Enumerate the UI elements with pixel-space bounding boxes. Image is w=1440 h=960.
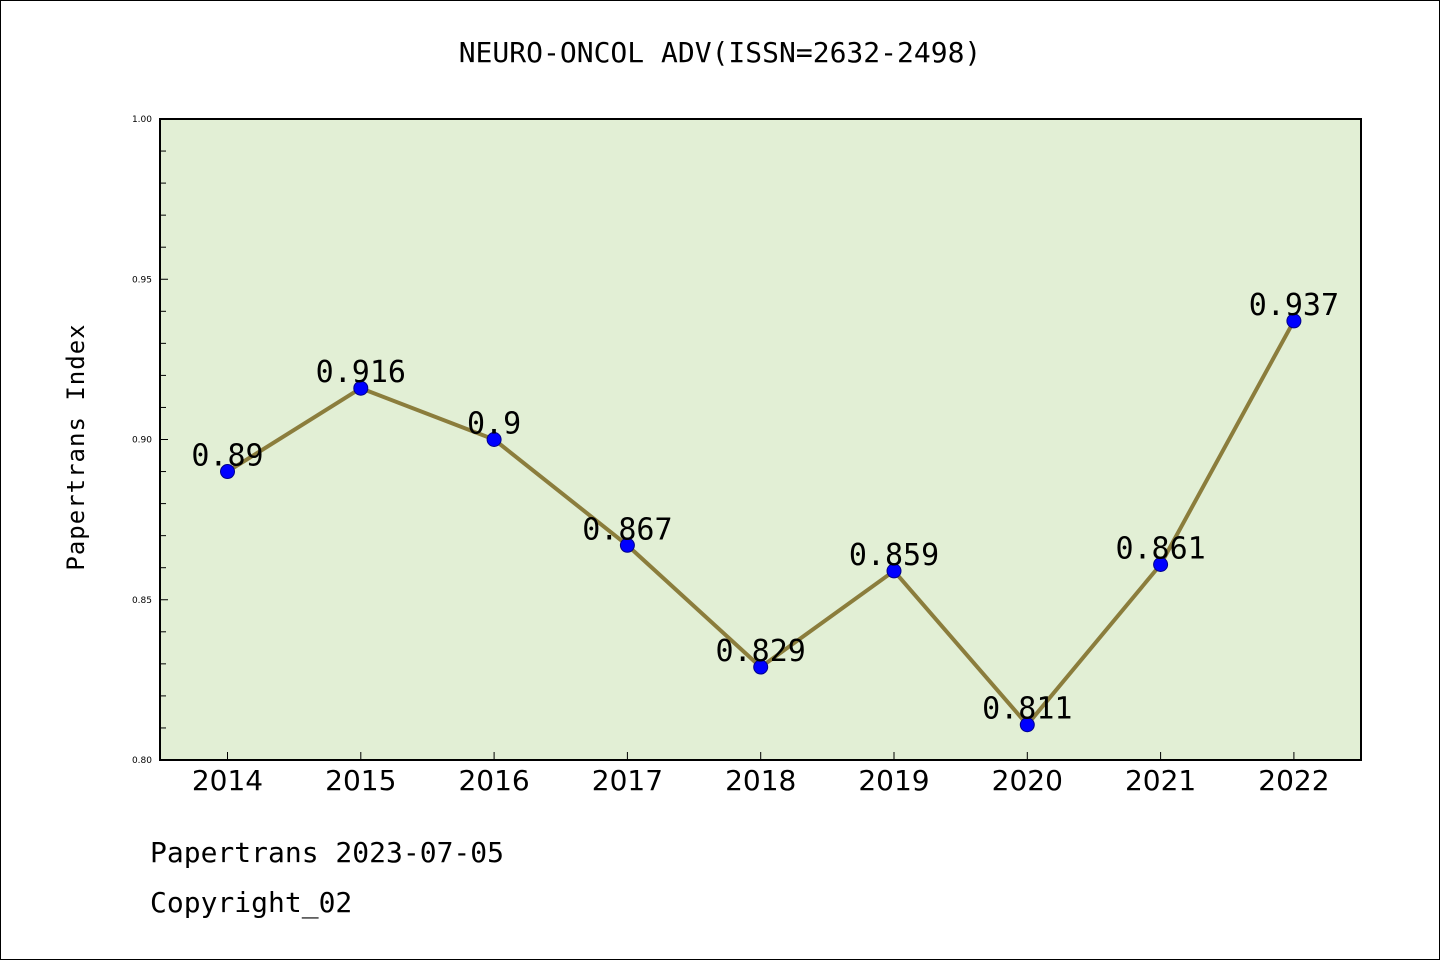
y-axis-label: Papertrans Index [62,323,90,570]
data-point-marker [220,464,235,480]
data-label: 0.861 [1115,531,1205,566]
data-label: 0.937 [1249,288,1339,323]
plot-area [159,118,1362,761]
chart-title: NEURO-ONCOL ADV(ISSN=2632-2498) [458,36,982,69]
data-point-marker [886,563,902,579]
x-tick-label: 2021 [1125,764,1196,797]
y-axis-ticks: 0.80 0.85 0.90 0.95 1.00 [132,115,168,766]
data-label: 0.859 [849,538,939,573]
data-label: 0.9 [467,407,521,442]
x-tick-label: 2020 [992,764,1063,797]
data-label: 0.811 [982,692,1072,727]
data-point-marker [353,380,369,396]
x-tick-label: 2014 [192,764,263,797]
x-tick-label: 2015 [325,764,396,797]
x-axis-ticks: 2014 2015 2016 2017 2018 2019 2020 2021 2022 [192,752,1330,797]
data-point-marker [1153,556,1169,572]
data-label: 0.829 [716,634,806,669]
y-tick-label: 0.95 [132,275,152,285]
data-label: 0.916 [316,355,406,390]
data-point-marker [486,432,502,447]
footer-date: Papertrans 2023-07-05 [150,836,505,869]
y-tick-label: 0.80 [132,756,152,766]
x-tick-label: 2017 [592,764,663,797]
data-label: 0.867 [582,512,672,547]
marker-group [220,313,1302,733]
footer-copyright: Copyright_02 [150,886,353,919]
y-tick-label: 1.00 [132,115,152,125]
data-point-marker [1019,717,1035,733]
data-point-marker [619,537,635,553]
x-tick-label: 2016 [458,764,529,797]
x-tick-label: 2022 [1258,764,1329,797]
data-label: 0.89 [191,439,263,474]
x-tick-label: 2019 [858,764,929,797]
data-label-group: 0.89 0.916 0.9 0.867 0.829 0.859 0.811 0.861 0.9… [191,288,1339,727]
x-tick-label: 2018 [725,764,796,797]
data-point-marker [753,659,769,675]
data-point-marker [1286,313,1302,329]
y-tick-label: 0.90 [132,436,152,446]
y-tick-label: 0.85 [132,596,152,606]
